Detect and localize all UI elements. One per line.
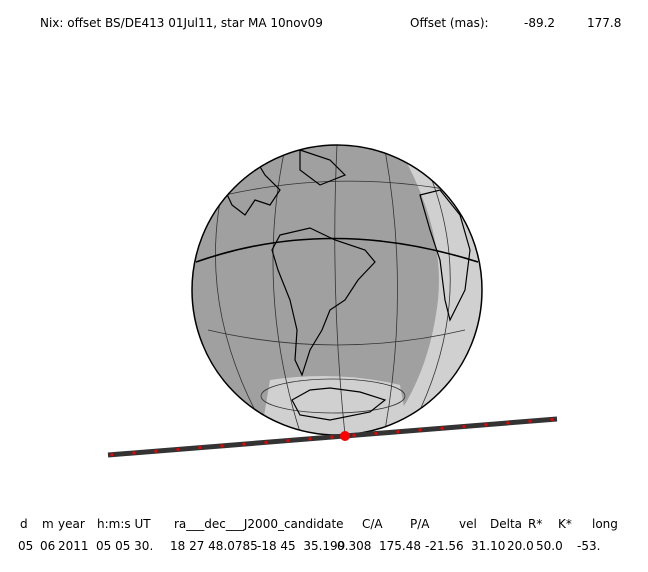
column-header: m — [42, 517, 54, 531]
column-header: d — [20, 517, 28, 531]
column-header: K* — [558, 517, 572, 531]
track-tick — [396, 430, 400, 434]
title: Nix: offset BS/DE413 01Jul11, star MA 10… — [40, 16, 323, 30]
graticule — [207, 145, 466, 435]
cell: 0.308 — [337, 539, 371, 553]
equator — [195, 237, 479, 263]
cell: 18 27 48.0785 — [170, 539, 258, 553]
column-header: C/A — [362, 517, 383, 531]
column-header: R* — [528, 517, 542, 531]
cell: 31.10 — [471, 539, 505, 553]
globe-disk — [192, 145, 482, 435]
track-tick — [264, 440, 268, 444]
track-tick — [550, 417, 554, 421]
track-tick — [132, 451, 136, 455]
closest-approach — [340, 431, 350, 441]
track-tick — [198, 446, 202, 450]
column-header: long — [592, 517, 618, 531]
cell: 2011 — [58, 539, 89, 553]
column-header: Delta — [490, 517, 522, 531]
track-tick — [418, 428, 422, 432]
track-tick — [242, 442, 246, 446]
cell: 50.0 — [536, 539, 563, 553]
track-tick — [308, 437, 312, 441]
cell: 05 — [18, 539, 33, 553]
track-ticks — [110, 417, 554, 457]
column-header: h:m:s UT — [97, 517, 151, 531]
track-tick — [176, 447, 180, 452]
track-tick — [374, 431, 378, 436]
offset-value: 177.8 — [587, 16, 621, 30]
track-tick — [528, 419, 532, 423]
cell: -18 45 35.199 — [257, 539, 345, 553]
cell: 05 05 30. — [96, 539, 153, 553]
track-tick — [330, 435, 334, 439]
column-header: P/A — [410, 517, 430, 531]
column-header: vel — [459, 517, 477, 531]
track-tick — [286, 438, 290, 443]
track-tick — [506, 421, 510, 425]
cell: 175.48 — [379, 539, 421, 553]
shadow-track — [107, 416, 558, 458]
track-tick — [220, 444, 224, 448]
track-tick — [440, 426, 444, 430]
column-header: ra___dec___J2000_candidate — [174, 517, 344, 531]
data-table: d m year h:m:s UT ra___dec___J2000_candi… — [18, 517, 618, 553]
track-tick — [484, 423, 488, 427]
cell: 20.0 — [507, 539, 534, 553]
cell: 06 — [40, 539, 55, 553]
offset-value: -89.2 — [524, 16, 555, 30]
cell: -21.56 — [425, 539, 464, 553]
cell: -53. — [577, 539, 600, 553]
offset-label: Offset (mas): — [410, 16, 489, 30]
column-header: year — [58, 517, 85, 531]
track-tick — [462, 424, 466, 429]
track-tick — [154, 449, 158, 453]
track-tick — [352, 433, 356, 437]
track-tick — [110, 453, 114, 457]
